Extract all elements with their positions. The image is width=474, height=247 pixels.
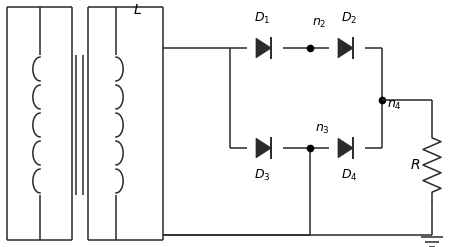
Text: $L$: $L$ bbox=[133, 3, 141, 17]
Text: $D_1$: $D_1$ bbox=[254, 11, 270, 26]
Polygon shape bbox=[256, 138, 271, 158]
Text: $n_2$: $n_2$ bbox=[312, 17, 327, 30]
Polygon shape bbox=[338, 38, 353, 58]
Text: $n_3$: $n_3$ bbox=[315, 123, 330, 136]
Text: $D_2$: $D_2$ bbox=[341, 11, 357, 26]
Text: $D_4$: $D_4$ bbox=[341, 168, 357, 183]
Polygon shape bbox=[256, 38, 271, 58]
Polygon shape bbox=[338, 138, 353, 158]
Text: $D_3$: $D_3$ bbox=[254, 168, 270, 183]
Text: $n_4$: $n_4$ bbox=[387, 99, 402, 112]
Text: $R$: $R$ bbox=[410, 158, 420, 172]
